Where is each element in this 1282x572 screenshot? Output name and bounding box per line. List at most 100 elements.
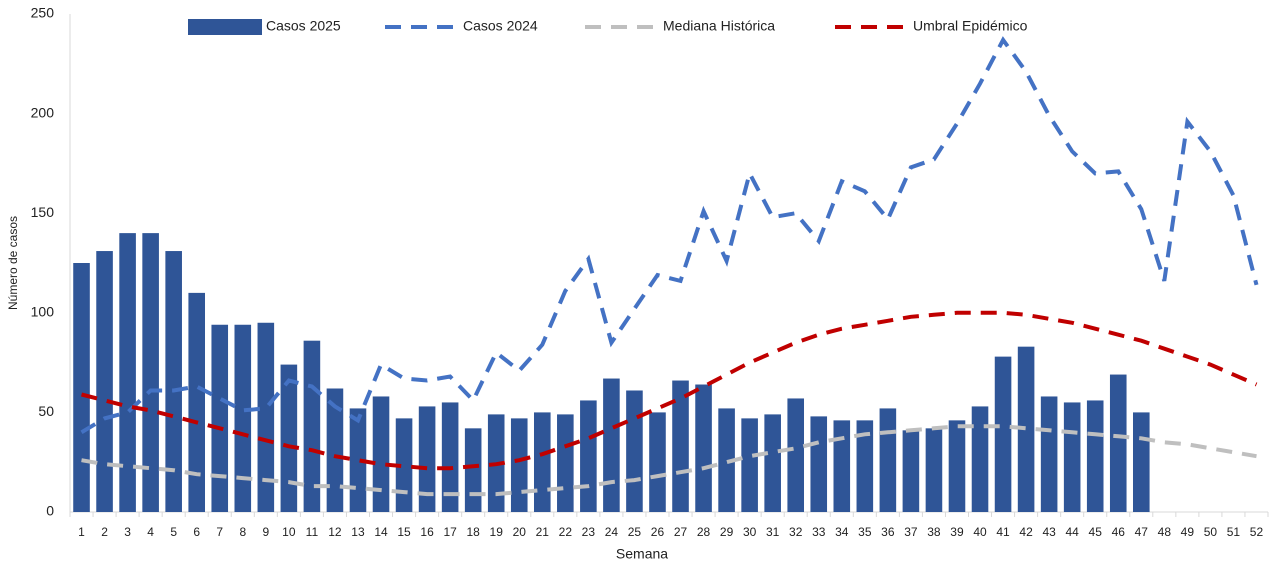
legend-swatch <box>188 19 262 35</box>
bar <box>603 378 620 512</box>
bar <box>418 406 436 512</box>
legend-label: Umbral Epidémico <box>913 18 1028 34</box>
x-tick-label: 20 <box>513 525 527 539</box>
bar <box>833 420 851 512</box>
bar <box>326 388 344 512</box>
x-tick-label: 32 <box>789 525 803 539</box>
x-tick-label: 10 <box>282 525 296 539</box>
x-tick-label: 9 <box>262 525 269 539</box>
y-tick-label: 100 <box>31 304 55 320</box>
x-tick-label: 5 <box>170 525 177 539</box>
line-series <box>80 36 1259 435</box>
x-tick-label: 7 <box>216 525 223 539</box>
x-tick-label: 13 <box>351 525 365 539</box>
x-tick-label: 51 <box>1227 525 1241 539</box>
y-tick-label: 200 <box>31 104 55 120</box>
bar <box>395 418 413 512</box>
bar <box>971 406 989 512</box>
x-tick-label: 46 <box>1112 525 1126 539</box>
x-tick-label: 3 <box>124 525 131 539</box>
x-tick-label: 15 <box>397 525 411 539</box>
bar <box>1040 396 1058 512</box>
bar <box>96 251 113 512</box>
bar <box>925 428 943 512</box>
x-tick-label: 44 <box>1065 525 1079 539</box>
bar <box>188 292 206 512</box>
bar <box>1086 400 1104 512</box>
y-tick-label: 0 <box>46 503 54 519</box>
bar <box>810 416 828 512</box>
x-tick-label: 50 <box>1204 525 1218 539</box>
bar <box>510 418 528 512</box>
bar <box>557 414 574 512</box>
x-tick-label: 52 <box>1250 525 1264 539</box>
bar <box>948 420 966 512</box>
x-tick-label: 27 <box>674 525 688 539</box>
x-tick-label: 30 <box>743 525 757 539</box>
x-tick-label: 12 <box>328 525 342 539</box>
bar <box>649 412 666 512</box>
x-tick-label: 36 <box>881 525 895 539</box>
x-tick-label: 2 <box>101 525 108 539</box>
line-series <box>81 310 1258 471</box>
bar <box>580 400 597 512</box>
x-tick-label: 47 <box>1135 525 1149 539</box>
bar <box>764 414 781 512</box>
bar <box>1132 412 1150 512</box>
y-tick-label: 150 <box>31 204 55 220</box>
x-tick-label: 38 <box>927 525 941 539</box>
x-tick-label: 16 <box>420 525 434 539</box>
line-series <box>81 424 1257 497</box>
bar <box>464 428 482 512</box>
bar <box>73 263 90 512</box>
bar <box>1017 346 1035 512</box>
x-tick-label: 25 <box>628 525 642 539</box>
x-tick-label: 14 <box>374 525 388 539</box>
legend-label: Casos 2025 <box>266 18 341 34</box>
x-tick-label: 49 <box>1181 525 1195 539</box>
x-tick-label: 11 <box>306 525 319 539</box>
bar <box>626 390 643 512</box>
bar <box>1109 374 1127 512</box>
bar <box>142 233 159 512</box>
bar <box>234 324 252 512</box>
bar <box>1063 402 1081 512</box>
x-tick-label: 42 <box>1019 525 1033 539</box>
x-tick-label: 6 <box>193 525 200 539</box>
x-axis-label: Semana <box>616 546 668 562</box>
x-tick-label: 21 <box>536 525 550 539</box>
x-tick-label: 17 <box>443 525 457 539</box>
bar <box>303 340 321 512</box>
y-tick-label: 50 <box>38 403 54 419</box>
x-tick-label: 34 <box>835 525 849 539</box>
x-tick-label: 22 <box>559 525 573 539</box>
bar <box>741 418 758 512</box>
x-tick-label: 19 <box>490 525 504 539</box>
x-tick-label: 4 <box>147 525 154 539</box>
x-tick-label: 28 <box>697 525 711 539</box>
bar <box>280 364 298 512</box>
x-tick-label: 29 <box>720 525 734 539</box>
x-tick-label: 40 <box>973 525 987 539</box>
x-tick-label: 1 <box>78 525 85 539</box>
x-tick-label: 26 <box>651 525 665 539</box>
x-tick-label: 8 <box>239 525 246 539</box>
bar <box>902 430 920 512</box>
legend-label: Mediana Histórica <box>663 18 775 34</box>
bar <box>695 384 712 512</box>
x-tick-label: 39 <box>950 525 964 539</box>
bar <box>994 356 1012 512</box>
y-tick-label: 250 <box>31 5 55 21</box>
x-tick-label: 18 <box>466 525 480 539</box>
x-tick-label: 24 <box>605 525 619 539</box>
bar <box>119 233 136 512</box>
legend-label: Casos 2024 <box>463 18 538 34</box>
y-axis-label: Número de casos <box>6 216 20 310</box>
x-tick-label: 33 <box>812 525 826 539</box>
x-tick-label: 48 <box>1158 525 1172 539</box>
x-tick-label: 31 <box>766 525 780 539</box>
x-tick-label: 41 <box>996 525 1010 539</box>
x-tick-label: 23 <box>582 525 596 539</box>
bar <box>533 412 551 512</box>
